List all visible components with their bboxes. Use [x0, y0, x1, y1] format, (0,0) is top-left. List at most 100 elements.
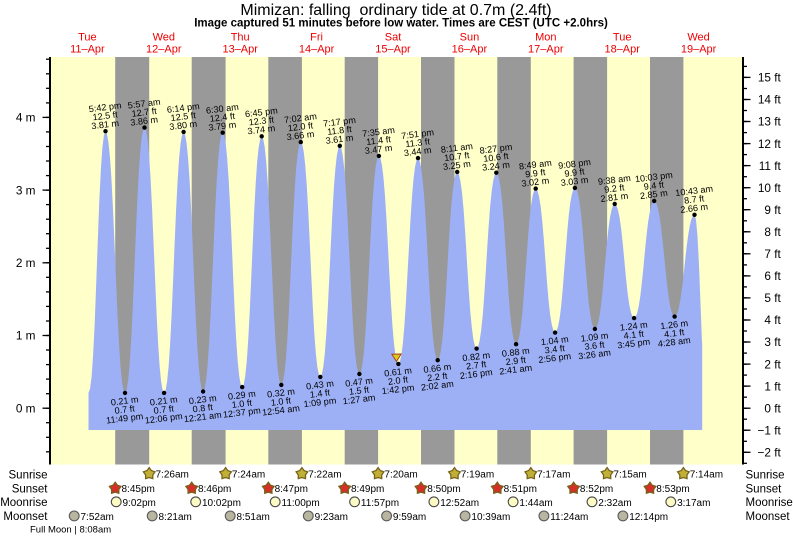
svg-text:12:54 am: 12:54 am: [262, 403, 301, 418]
svg-text:0 m: 0 m: [16, 401, 36, 415]
svg-text:5 ft: 5 ft: [764, 291, 781, 305]
svg-text:4.1 ft: 4.1 ft: [664, 327, 686, 339]
svg-text:12.5 ft: 12.5 ft: [170, 110, 197, 123]
svg-text:2:16 pm: 2:16 pm: [459, 367, 493, 381]
svg-text:5:42 pm: 5:42 pm: [88, 100, 122, 114]
svg-text:1:27 am: 1:27 am: [342, 392, 376, 406]
svg-text:1 ft: 1 ft: [764, 379, 781, 393]
svg-text:4 m: 4 m: [16, 111, 36, 125]
svg-text:2:32am: 2:32am: [598, 498, 631, 509]
svg-text:1.26 m: 1.26 m: [660, 318, 689, 331]
svg-text:11.3 ft: 11.3 ft: [405, 136, 431, 149]
svg-text:12:52am: 12:52am: [440, 498, 479, 509]
svg-text:17–Apr: 17–Apr: [528, 44, 564, 56]
svg-text:Moonset: Moonset: [3, 511, 48, 523]
svg-text:11.4 ft: 11.4 ft: [366, 134, 392, 147]
svg-text:19–Apr: 19–Apr: [681, 44, 717, 56]
svg-text:2.66 m: 2.66 m: [680, 202, 709, 215]
svg-text:2 m: 2 m: [16, 256, 36, 270]
svg-text:3 m: 3 m: [16, 183, 36, 197]
svg-text:7:15am: 7:15am: [613, 470, 646, 481]
svg-text:3.6 ft: 3.6 ft: [584, 339, 606, 351]
svg-text:8:53pm: 8:53pm: [656, 484, 689, 495]
svg-text:1.04 m: 1.04 m: [540, 334, 569, 347]
svg-text:8:52pm: 8:52pm: [580, 484, 613, 495]
svg-text:12.3 ft: 12.3 ft: [248, 114, 275, 127]
svg-text:13 ft: 13 ft: [758, 115, 782, 129]
svg-text:3 ft: 3 ft: [764, 335, 781, 349]
svg-text:0.47 m: 0.47 m: [345, 375, 374, 388]
svg-text:8:49pm: 8:49pm: [351, 484, 384, 495]
svg-text:0.32 m: 0.32 m: [267, 386, 296, 399]
svg-text:Sunrise: Sunrise: [746, 469, 785, 481]
svg-text:2.9 ft: 2.9 ft: [505, 355, 527, 367]
svg-text:Moonrise: Moonrise: [746, 497, 793, 509]
svg-text:2.7 ft: 2.7 ft: [466, 359, 488, 371]
svg-text:8:49 am: 8:49 am: [518, 158, 552, 172]
svg-text:11–Apr: 11–Apr: [70, 44, 105, 56]
svg-text:3:17am: 3:17am: [677, 498, 710, 509]
svg-text:16–Apr: 16–Apr: [452, 44, 488, 56]
svg-text:2.85 m: 2.85 m: [639, 188, 668, 201]
svg-text:12–Apr: 12–Apr: [146, 44, 182, 56]
svg-text:3:26 am: 3:26 am: [578, 347, 612, 361]
svg-text:7:52am: 7:52am: [81, 512, 114, 523]
svg-text:14–Apr: 14–Apr: [299, 44, 335, 56]
svg-text:8:21am: 8:21am: [159, 512, 192, 523]
svg-text:3.24 m: 3.24 m: [482, 159, 511, 172]
svg-text:9:02pm: 9:02pm: [123, 498, 156, 509]
svg-text:10 ft: 10 ft: [758, 181, 782, 195]
svg-text:8:11 am: 8:11 am: [440, 141, 473, 155]
svg-text:8:47pm: 8:47pm: [275, 484, 308, 495]
svg-text:3.79 m: 3.79 m: [208, 119, 237, 132]
svg-text:8:45pm: 8:45pm: [122, 484, 155, 495]
svg-text:6:45 pm: 6:45 pm: [244, 105, 278, 119]
svg-text:4:28 am: 4:28 am: [657, 335, 691, 349]
svg-text:Moonrise: Moonrise: [0, 497, 47, 509]
svg-text:1 m: 1 m: [16, 329, 36, 343]
svg-text:9.2 ft: 9.2 ft: [604, 182, 626, 194]
svg-text:7:02 am: 7:02 am: [284, 111, 318, 125]
svg-text:11:24am: 11:24am: [550, 512, 588, 523]
svg-text:3.4 ft: 3.4 ft: [544, 343, 566, 355]
svg-text:3.44 m: 3.44 m: [403, 145, 432, 158]
svg-text:0.21 m: 0.21 m: [110, 394, 139, 407]
svg-text:10.6 ft: 10.6 ft: [483, 151, 510, 164]
svg-text:Sun: Sun: [460, 32, 480, 44]
svg-text:0.7 ft: 0.7 ft: [114, 403, 136, 415]
svg-text:0.29 m: 0.29 m: [227, 388, 256, 401]
svg-text:0.7 ft: 0.7 ft: [153, 403, 175, 415]
svg-text:Sunset: Sunset: [12, 483, 49, 495]
svg-text:11:49 pm: 11:49 pm: [106, 411, 144, 425]
svg-text:8:51pm: 8:51pm: [504, 484, 537, 495]
svg-text:Tue: Tue: [78, 32, 97, 44]
svg-text:8 ft: 8 ft: [764, 225, 781, 239]
svg-text:9.4 ft: 9.4 ft: [643, 179, 665, 191]
svg-text:8:50pm: 8:50pm: [427, 484, 460, 495]
svg-text:7:35 am: 7:35 am: [362, 125, 396, 139]
svg-text:1:42 pm: 1:42 pm: [381, 382, 415, 396]
svg-text:7:24am: 7:24am: [232, 470, 265, 481]
svg-text:12:06 pm: 12:06 pm: [144, 411, 183, 426]
svg-text:7 ft: 7 ft: [764, 247, 781, 261]
svg-text:12.7 ft: 12.7 ft: [131, 106, 158, 119]
svg-text:8:27 pm: 8:27 pm: [479, 142, 513, 156]
svg-text:Sunset: Sunset: [746, 483, 783, 495]
svg-text:10:39am: 10:39am: [471, 512, 510, 523]
svg-text:1.0 ft: 1.0 ft: [270, 395, 292, 407]
svg-text:Fri: Fri: [310, 32, 323, 44]
svg-text:Full Moon | 8:08am: Full Moon | 8:08am: [30, 525, 111, 536]
svg-text:0.88 m: 0.88 m: [501, 346, 530, 359]
svg-text:8:51am: 8:51am: [237, 512, 270, 523]
svg-text:9:08 pm: 9:08 pm: [558, 157, 592, 171]
svg-text:1:09 pm: 1:09 pm: [303, 395, 337, 409]
svg-text:0.82 m: 0.82 m: [462, 350, 491, 363]
svg-text:0.23 m: 0.23 m: [188, 393, 217, 406]
svg-text:12.5 ft: 12.5 ft: [92, 109, 119, 122]
svg-text:3.02 m: 3.02 m: [521, 175, 550, 188]
svg-text:6 ft: 6 ft: [764, 269, 781, 283]
svg-text:−2 ft: −2 ft: [758, 446, 782, 460]
svg-text:1:44am: 1:44am: [519, 498, 552, 509]
svg-text:4.1 ft: 4.1 ft: [623, 329, 645, 341]
svg-text:5:57 am: 5:57 am: [127, 97, 161, 111]
